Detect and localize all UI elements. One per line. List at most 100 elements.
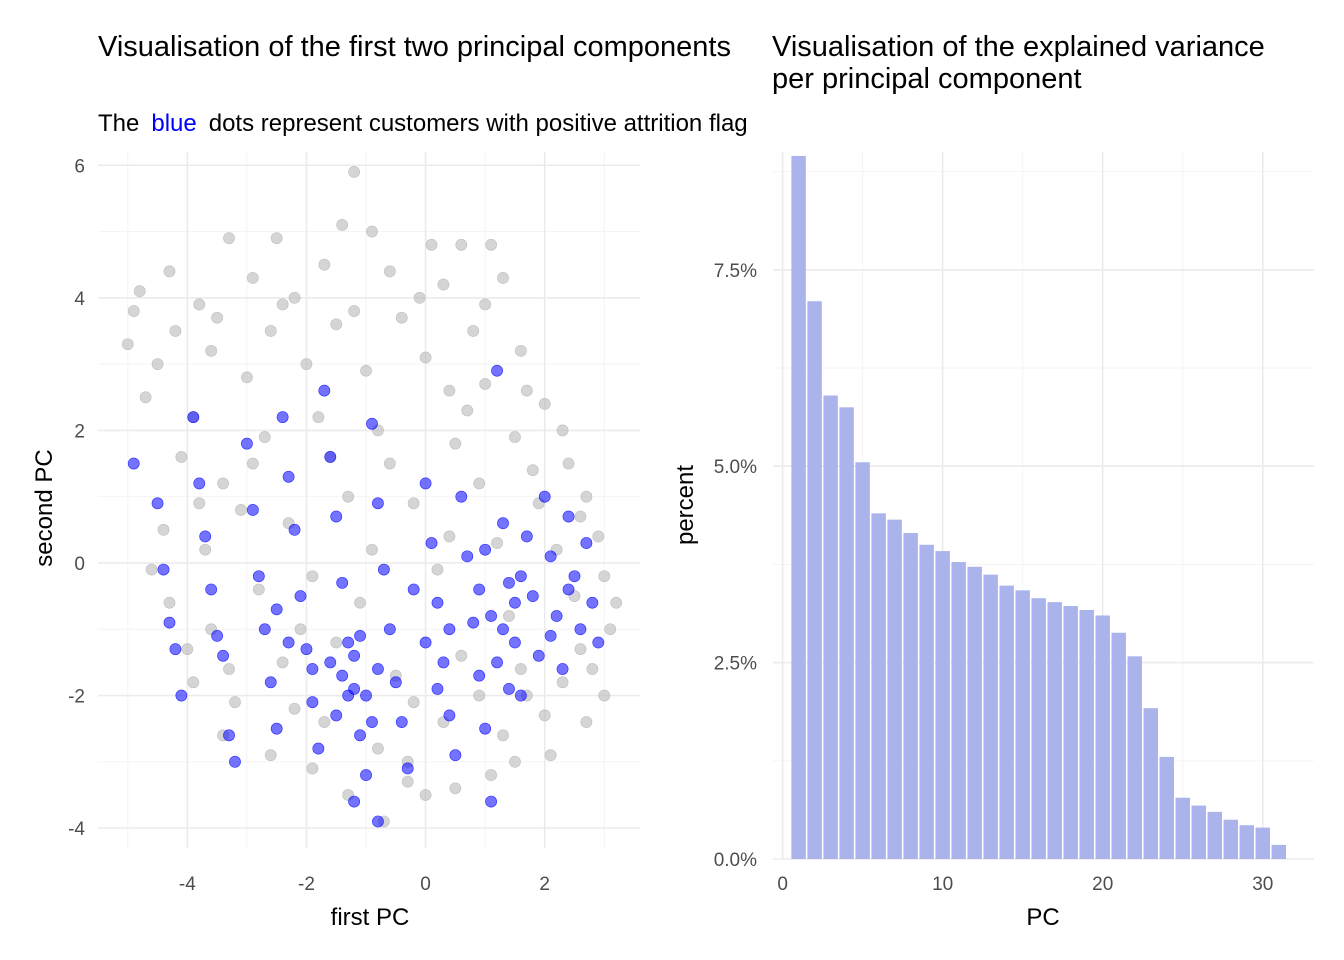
- scatter-point-negative: [342, 490, 355, 503]
- scatter-point-negative: [473, 689, 486, 702]
- scatter-point-negative: [121, 338, 134, 351]
- scatter-subtitle: The blue dots represent customers with pos…: [98, 110, 748, 137]
- scatter-point-positive: [354, 729, 366, 742]
- scatter-point-negative: [449, 437, 462, 450]
- scatter-point-negative: [479, 378, 492, 390]
- scatter-point-negative: [139, 391, 152, 404]
- scatter-point-positive: [514, 689, 527, 702]
- scatter-point-positive: [324, 656, 337, 669]
- scatter-point-positive: [157, 563, 170, 576]
- scatter-point-negative: [383, 265, 396, 278]
- scatter-point-positive: [336, 669, 349, 682]
- scatter-point-negative: [169, 325, 182, 337]
- variance-bar: [1175, 797, 1190, 859]
- scatter-point-negative: [467, 325, 480, 337]
- scatter-point-positive: [306, 696, 319, 709]
- scatter-point-positive: [211, 629, 224, 642]
- scatter-point-positive: [175, 689, 188, 702]
- scatter-point-positive: [360, 689, 372, 702]
- scatter-point-negative: [312, 411, 325, 424]
- scatter-point-negative: [241, 371, 253, 384]
- scatter-point-negative: [235, 504, 247, 516]
- scatter-point-negative: [270, 232, 283, 245]
- scatter-point-negative: [306, 570, 319, 583]
- scatter-point-negative: [538, 397, 551, 410]
- scatter-point-positive: [568, 570, 581, 583]
- scatter-point-positive: [348, 649, 361, 662]
- scatter-point-negative: [252, 583, 265, 596]
- scatter-point-positive: [562, 510, 575, 523]
- scatter-point-positive: [550, 610, 563, 622]
- scatter-y-tick-label: -2: [68, 687, 85, 708]
- variance-bar: [791, 155, 806, 859]
- variance-bar: [935, 551, 950, 859]
- scatter-point-positive: [389, 676, 402, 689]
- scatter-point-positive: [479, 722, 492, 735]
- scatter-point-positive: [509, 636, 521, 649]
- scatter-point-positive: [586, 596, 599, 609]
- scatter-point-positive: [169, 643, 182, 656]
- scatter-point-positive: [187, 411, 200, 424]
- variance-panel: 0 10 20 30 0.0% 2.5% 5.0% 7.5% Visualisation o…: [672, 31, 1314, 931]
- scatter-point-positive: [294, 590, 307, 603]
- scatter-point-positive: [443, 709, 456, 722]
- scatter-point-negative: [199, 543, 212, 556]
- bar-x-tick-labels: 0 10 20 30: [777, 874, 1273, 895]
- scatter-point-negative: [562, 457, 575, 470]
- scatter-point-positive: [330, 709, 343, 722]
- scatter-point-negative: [598, 689, 611, 702]
- scatter-point-positive: [241, 437, 253, 450]
- scatter-point-negative: [443, 530, 456, 543]
- scatter-point-negative: [181, 643, 194, 656]
- variance-bar: [855, 462, 870, 859]
- scatter-y-tick-label: -4: [68, 819, 85, 840]
- scatter-point-positive: [574, 623, 587, 636]
- scatter-point-negative: [163, 265, 176, 278]
- scatter-point-negative: [187, 676, 200, 689]
- scatter-point-negative: [497, 729, 509, 742]
- scatter-point-negative: [544, 749, 557, 762]
- variance-bar: [919, 544, 934, 859]
- bar-bars: [791, 155, 1286, 859]
- scatter-point-negative: [574, 510, 587, 523]
- scatter-point-negative: [413, 291, 426, 304]
- scatter-x-tick-label: 0: [420, 874, 431, 895]
- scatter-point-positive: [544, 550, 557, 563]
- scatter-point-positive: [288, 523, 301, 536]
- scatter-title: Visualisation of the first two principal…: [98, 31, 731, 63]
- scatter-point-negative: [246, 272, 259, 284]
- scatter-point-negative: [258, 431, 271, 443]
- scatter-point-positive: [526, 590, 539, 603]
- variance-bar: [1095, 615, 1110, 859]
- scatter-point-positive: [342, 689, 355, 702]
- scatter-point-negative: [211, 311, 224, 324]
- scatter-point-negative: [556, 424, 569, 437]
- scatter-point-negative: [318, 716, 331, 728]
- variance-bar: [1031, 598, 1046, 859]
- scatter-x-tick-labels: -4 -2 0 2: [179, 874, 550, 895]
- bar-x-tick-label: 30: [1252, 874, 1273, 895]
- scatter-point-positive: [532, 649, 545, 662]
- bar-title-line1: Visualisation of the explained variance: [772, 31, 1265, 63]
- variance-bar: [1239, 825, 1254, 859]
- scatter-point-positive: [342, 636, 355, 649]
- variance-bar: [983, 574, 998, 859]
- variance-bar: [1223, 819, 1238, 859]
- scatter-point-negative: [288, 702, 301, 715]
- scatter-point-negative: [395, 311, 408, 324]
- scatter-point-negative: [127, 305, 140, 317]
- scatter-point-negative: [217, 477, 229, 490]
- scatter-point-negative: [366, 543, 378, 556]
- scatter-point-positive: [300, 643, 313, 656]
- scatter-point-negative: [223, 232, 235, 245]
- scatter-points-negative: [121, 165, 623, 828]
- variance-bar: [1047, 602, 1062, 859]
- scatter-y-tick-label: 2: [74, 421, 85, 442]
- scatter-point-positive: [503, 683, 515, 695]
- scatter-point-positive: [419, 636, 432, 649]
- scatter-point-positive: [276, 411, 289, 424]
- variance-bar: [1207, 811, 1222, 859]
- scatter-point-positive: [473, 583, 486, 596]
- scatter-point-negative: [604, 623, 617, 636]
- scatter-point-positive: [354, 629, 366, 642]
